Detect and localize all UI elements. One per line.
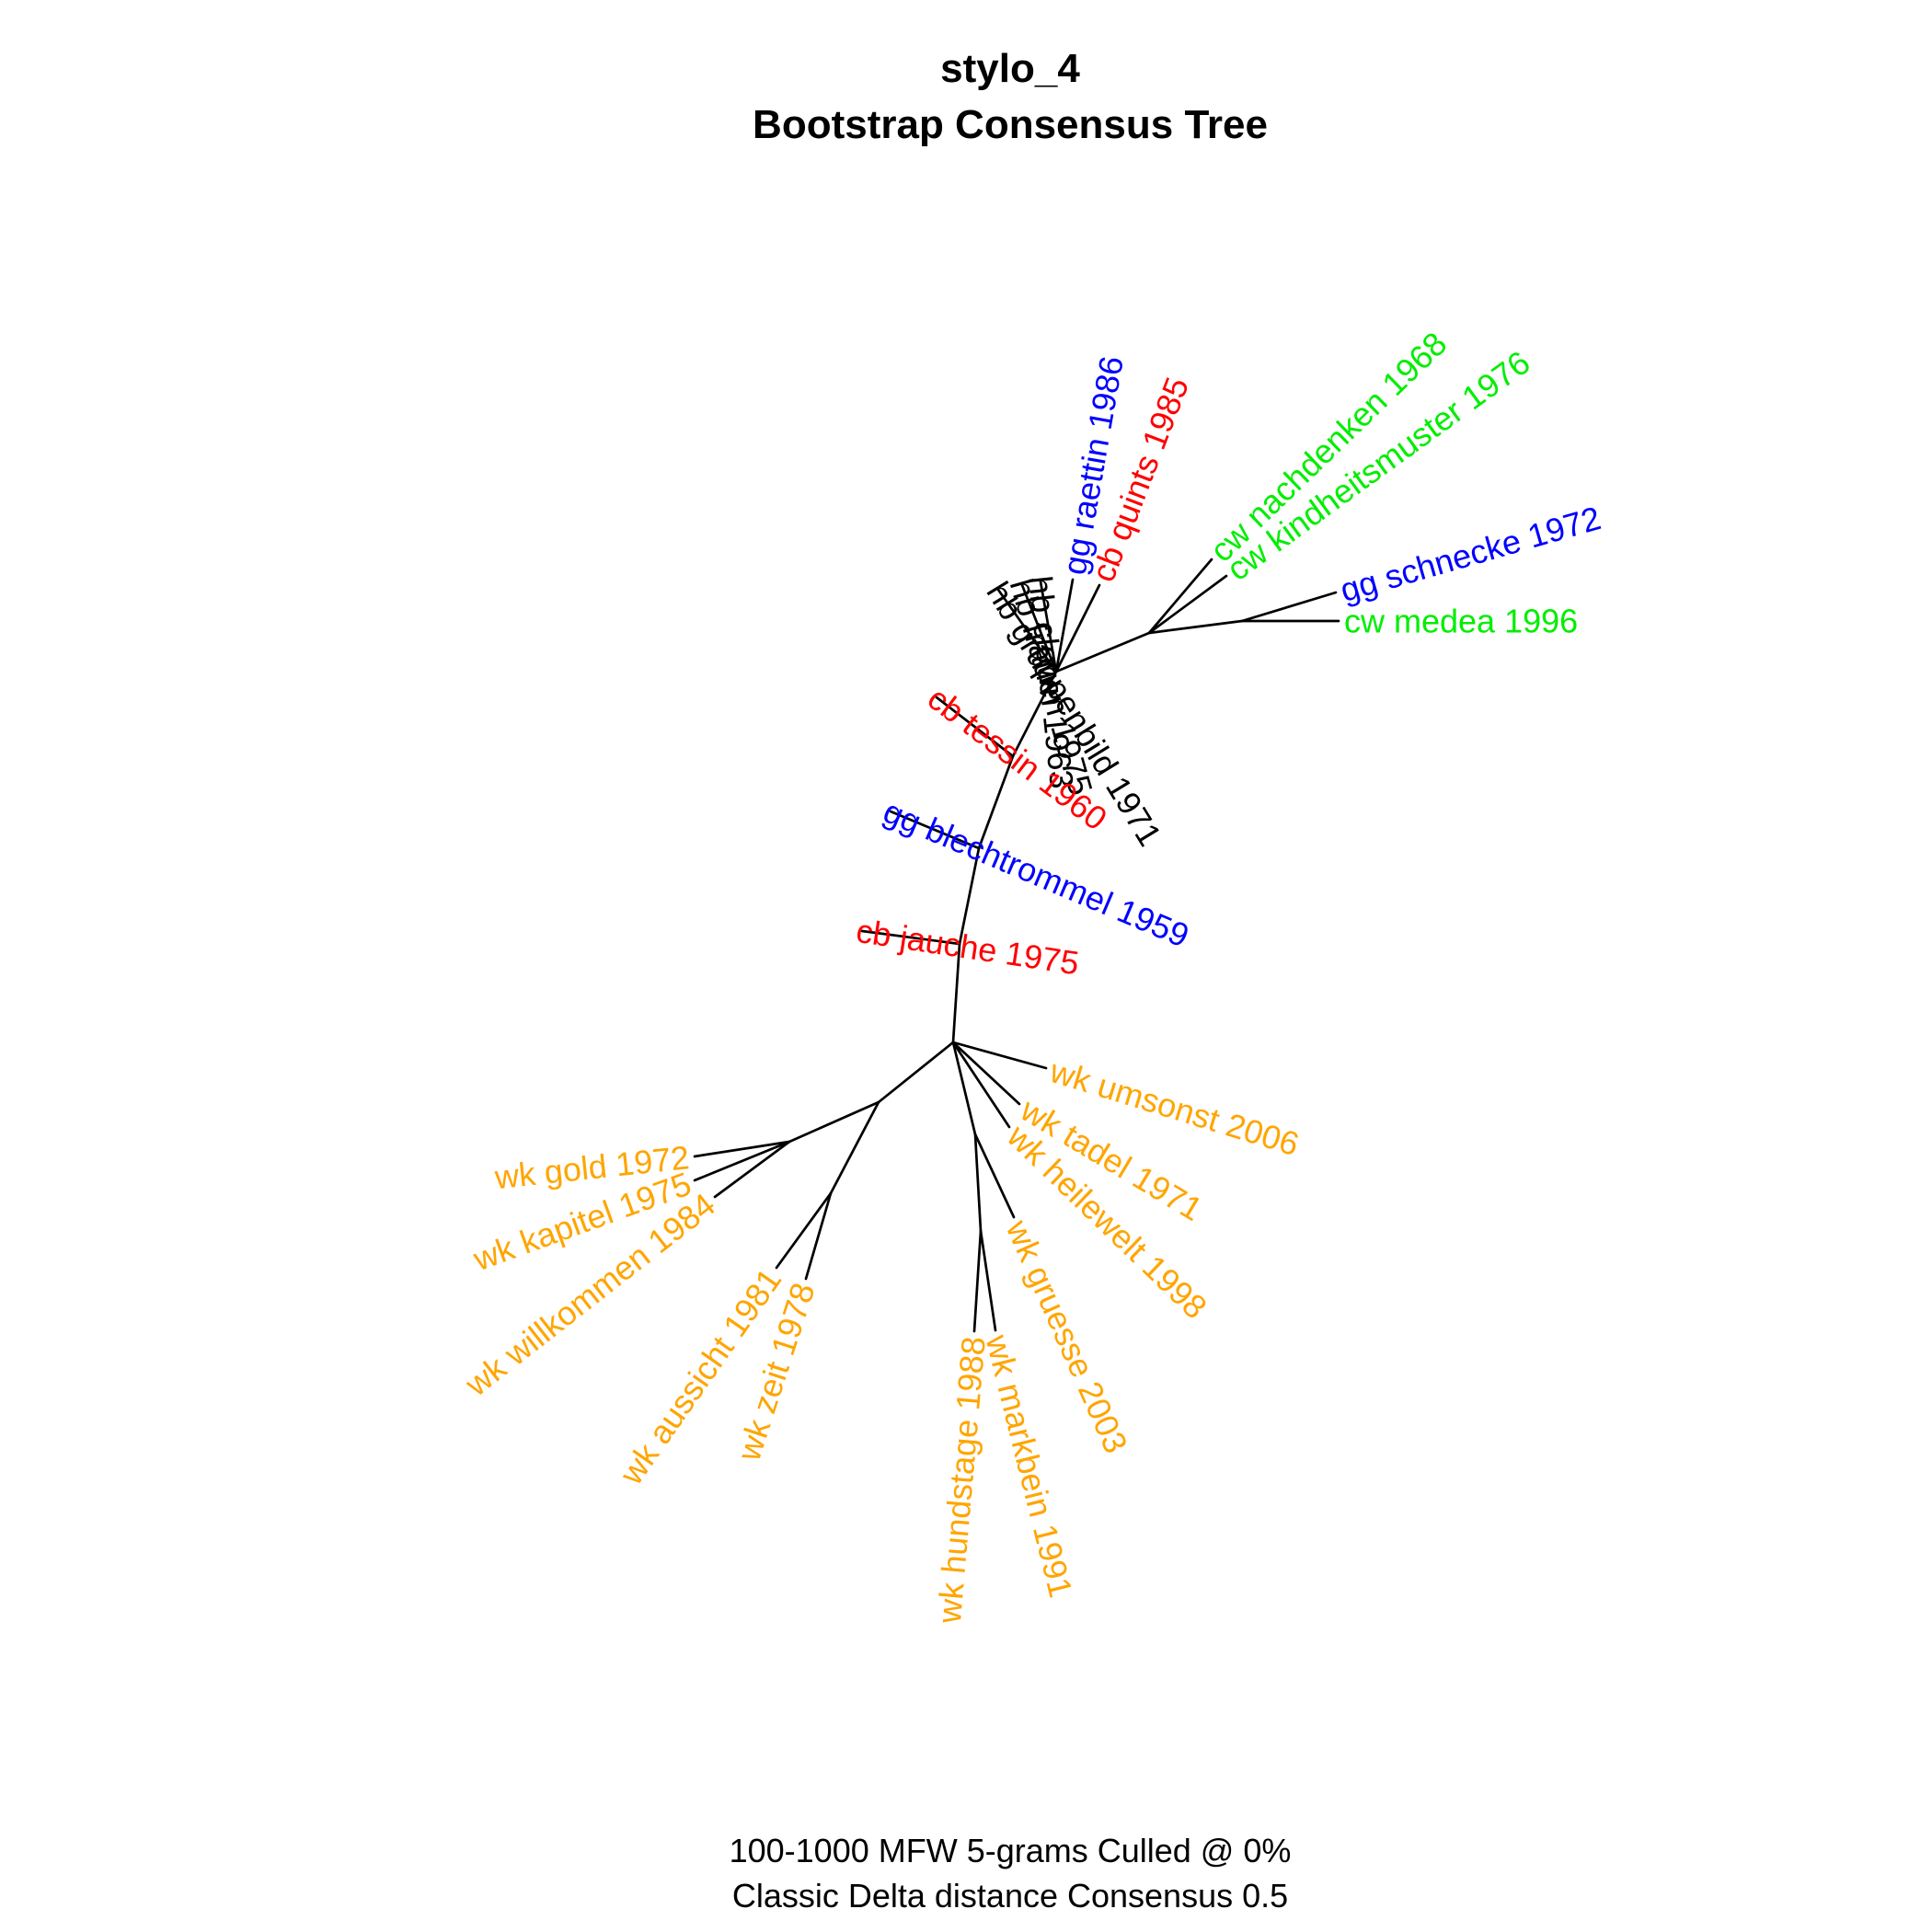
tree-edge [1054, 583, 1101, 673]
caption-line-1: 100-1000 MFW 5-grams Culled @ 0% [730, 1832, 1292, 1869]
tree-edges [693, 558, 1340, 1333]
tree-edge [973, 1133, 1016, 1219]
tree-edge [951, 1041, 1048, 1070]
tree-edge [1039, 580, 1058, 673]
tree-edge [693, 1140, 791, 1158]
tree-edge [775, 1191, 833, 1270]
tree-edge [1011, 670, 1058, 758]
tree-edge [935, 696, 1015, 758]
tree-edge [889, 810, 981, 850]
leaf-label-cw-medea: cw medea 1996 [1344, 603, 1578, 640]
tree-edge [713, 1140, 791, 1199]
tree-edge [979, 1229, 997, 1332]
tree-edge [1054, 631, 1151, 673]
tree-edge [1147, 619, 1244, 635]
caption-line-2: Classic Delta distance Consensus 0.5 [732, 1877, 1288, 1915]
figure-title-line-1: stylo_4 [940, 46, 1080, 91]
tree-edge [951, 1041, 1021, 1106]
tree-edge [977, 754, 1015, 850]
tree-edge [1054, 578, 1075, 673]
tree-edge [996, 588, 1058, 673]
tree-edge [877, 1041, 955, 1104]
tree-edge [829, 1100, 880, 1195]
tree-edge [951, 942, 961, 1044]
tree-edge [1020, 583, 1058, 673]
tree-edge [958, 846, 981, 946]
tree-edge [693, 1140, 791, 1182]
tree-edge [951, 1041, 1011, 1129]
tree-edge [860, 929, 961, 946]
tree-edge [804, 1191, 833, 1281]
tree-edge [951, 1041, 977, 1136]
tree-edge [1147, 558, 1213, 635]
tree-edge [1147, 574, 1228, 635]
tree-edge [972, 1229, 983, 1333]
figure-title-line-2: Bootstrap Consensus Tree [753, 102, 1268, 147]
tree-edge [1240, 591, 1338, 623]
tree-edge [788, 1100, 880, 1144]
tree-edge [973, 1133, 983, 1233]
